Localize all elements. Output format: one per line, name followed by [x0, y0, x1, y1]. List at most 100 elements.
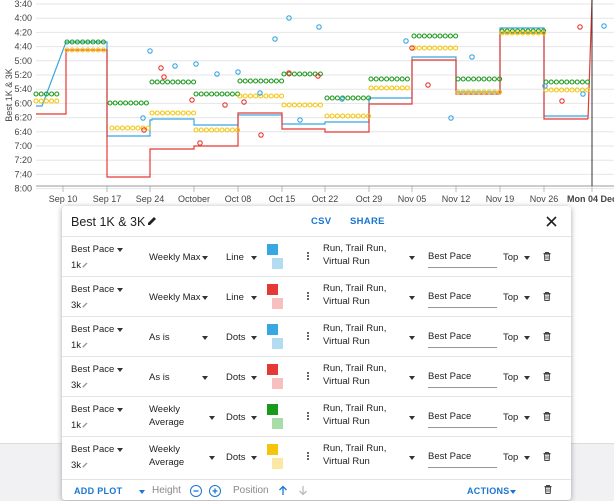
metric-select[interactable]: Best Pace: [71, 444, 115, 455]
position-caret-icon[interactable]: [524, 376, 530, 380]
more-options-icon[interactable]: [307, 411, 310, 421]
position-select[interactable]: Top: [503, 332, 519, 343]
trash-icon[interactable]: [543, 372, 551, 381]
activity-types-line-2[interactable]: Virtual Run: [323, 456, 370, 467]
activity-caret-icon[interactable]: [409, 416, 415, 420]
actions-caret-icon[interactable]: [510, 490, 516, 494]
distance-field[interactable]: 3k: [71, 460, 88, 471]
activity-caret-icon[interactable]: [409, 336, 415, 340]
aggregation-caret-icon[interactable]: [202, 296, 208, 300]
arrow-up-icon[interactable]: [278, 485, 288, 496]
more-options-icon[interactable]: [307, 371, 310, 381]
position-select[interactable]: Top: [503, 292, 519, 303]
activity-types-line-1[interactable]: Run, Trail Run,: [323, 403, 387, 414]
activity-types-line-2[interactable]: Virtual Run: [323, 416, 370, 427]
distance-field[interactable]: 1k: [71, 420, 88, 431]
position-caret-icon[interactable]: [524, 416, 530, 420]
style-caret-icon[interactable]: [251, 376, 257, 380]
distance-field[interactable]: 1k: [71, 340, 88, 351]
light-color-swatch[interactable]: [272, 258, 283, 269]
height-increase-button[interactable]: [209, 485, 221, 497]
metric-select[interactable]: Best Pace: [71, 364, 115, 375]
position-caret-icon[interactable]: [524, 456, 530, 460]
position-caret-icon[interactable]: [524, 256, 530, 260]
distance-field[interactable]: 3k: [71, 300, 88, 311]
distance-field[interactable]: 3k: [71, 380, 88, 391]
light-color-swatch[interactable]: [272, 418, 283, 429]
color-swatch[interactable]: [267, 284, 278, 295]
activity-types-line-1[interactable]: Run, Trail Run,: [323, 243, 387, 254]
more-options-icon[interactable]: [307, 331, 310, 341]
more-options-icon[interactable]: [307, 291, 310, 301]
style-select[interactable]: Dots: [226, 372, 246, 383]
style-caret-icon[interactable]: [251, 256, 257, 260]
actions-button[interactable]: ACTIONS: [467, 486, 510, 496]
trash-icon[interactable]: [543, 292, 551, 301]
metric-caret-icon[interactable]: [117, 368, 123, 372]
color-swatch[interactable]: [267, 404, 278, 415]
position-select[interactable]: Top: [503, 452, 519, 463]
light-color-swatch[interactable]: [272, 378, 283, 389]
style-caret-icon[interactable]: [251, 456, 257, 460]
metric-select[interactable]: Best Pace: [71, 404, 115, 415]
position-caret-icon[interactable]: [524, 336, 530, 340]
aggregation-caret-icon[interactable]: [202, 376, 208, 380]
style-caret-icon[interactable]: [251, 336, 257, 340]
add-plot-caret-icon[interactable]: [139, 490, 145, 494]
distance-field[interactable]: 1k: [71, 260, 88, 271]
activity-types-line-1[interactable]: Run, Trail Run,: [323, 443, 387, 454]
height-decrease-button[interactable]: [190, 485, 202, 497]
position-select[interactable]: Top: [503, 412, 519, 423]
trash-icon[interactable]: [543, 252, 551, 261]
activity-types-line-1[interactable]: Run, Trail Run,: [323, 283, 387, 294]
add-plot-button[interactable]: ADD PLOT: [74, 486, 123, 496]
style-select[interactable]: Line: [226, 292, 244, 303]
label-input[interactable]: Best Pace: [428, 331, 497, 348]
trash-icon[interactable]: [543, 452, 551, 461]
activity-types-line-2[interactable]: Virtual Run: [323, 376, 370, 387]
activity-types-line-2[interactable]: Virtual Run: [323, 336, 370, 347]
position-caret-icon[interactable]: [524, 296, 530, 300]
activity-types-line-1[interactable]: Run, Trail Run,: [323, 323, 387, 334]
activity-caret-icon[interactable]: [409, 296, 415, 300]
label-input[interactable]: Best Pace: [428, 251, 497, 268]
light-color-swatch[interactable]: [272, 298, 283, 309]
label-input[interactable]: Best Pace: [428, 411, 497, 428]
pace-chart[interactable]: 3:40 4:00 4:20 4:40 5:00 5:20 5:40 6:00 6:20 6:40…: [0, 0, 614, 210]
metric-caret-icon[interactable]: [117, 408, 123, 412]
aggregation-caret-icon[interactable]: [202, 336, 208, 340]
activity-types-line-1[interactable]: Run, Trail Run,: [323, 363, 387, 374]
style-caret-icon[interactable]: [251, 416, 257, 420]
close-icon[interactable]: [545, 215, 558, 228]
metric-caret-icon[interactable]: [117, 248, 123, 252]
metric-caret-icon[interactable]: [117, 288, 123, 292]
light-color-swatch[interactable]: [272, 338, 283, 349]
more-options-icon[interactable]: [307, 451, 310, 461]
csv-button[interactable]: CSV: [311, 216, 332, 227]
trash-icon[interactable]: [544, 485, 552, 494]
color-swatch[interactable]: [267, 364, 278, 375]
label-input[interactable]: Best Pace: [428, 451, 497, 468]
metric-select[interactable]: Best Pace: [71, 284, 115, 295]
more-options-icon[interactable]: [307, 251, 310, 261]
label-input[interactable]: Best Pace: [428, 291, 497, 308]
color-swatch[interactable]: [267, 324, 278, 335]
arrow-down-icon[interactable]: [298, 485, 308, 496]
activity-caret-icon[interactable]: [409, 256, 415, 260]
aggregation-caret-icon[interactable]: [202, 256, 208, 260]
light-color-swatch[interactable]: [272, 458, 283, 469]
style-select[interactable]: Line: [226, 252, 244, 263]
activity-caret-icon[interactable]: [409, 456, 415, 460]
aggregation-caret-icon[interactable]: [209, 456, 215, 460]
activity-types-line-2[interactable]: Virtual Run: [323, 296, 370, 307]
style-caret-icon[interactable]: [251, 296, 257, 300]
activity-caret-icon[interactable]: [409, 376, 415, 380]
trash-icon[interactable]: [543, 412, 551, 421]
metric-select[interactable]: Best Pace: [71, 244, 115, 255]
position-select[interactable]: Top: [503, 252, 519, 263]
share-button[interactable]: SHARE: [350, 216, 385, 227]
trash-icon[interactable]: [543, 332, 551, 341]
activity-types-line-2[interactable]: Virtual Run: [323, 256, 370, 267]
metric-select[interactable]: Best Pace: [71, 324, 115, 335]
aggregation-caret-icon[interactable]: [209, 416, 215, 420]
